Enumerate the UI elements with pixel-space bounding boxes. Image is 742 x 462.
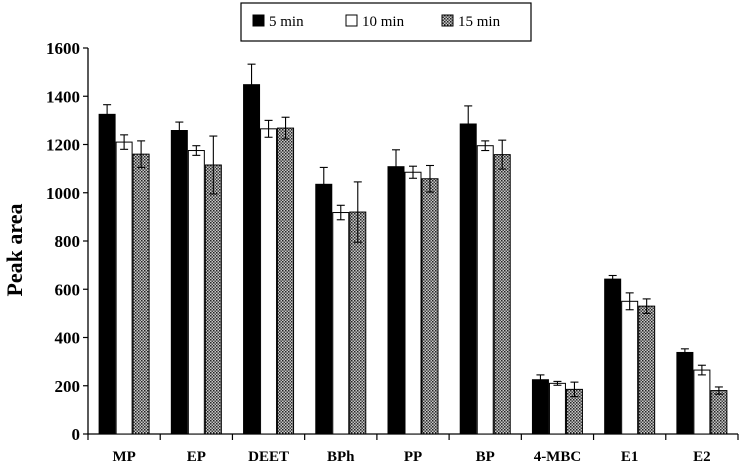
error-bar <box>336 204 345 221</box>
x-tick-label: BP <box>476 449 495 462</box>
bar-BP-10min <box>476 145 494 435</box>
legend-swatch <box>252 14 265 27</box>
bar-EP-15min <box>204 164 222 435</box>
y-tick-label: 1600 <box>46 39 80 58</box>
error-bar <box>426 164 434 193</box>
error-bar <box>625 292 634 311</box>
x-tick-label: EP <box>187 449 206 462</box>
y-tick-label: 0 <box>72 425 81 444</box>
error-bar <box>553 380 562 386</box>
error-bar <box>192 145 201 156</box>
y-tick-label: 800 <box>55 232 81 251</box>
bar-MP-15min <box>132 153 150 435</box>
error-bar <box>353 181 362 243</box>
bar-PP-15min <box>421 178 439 435</box>
bar-DEET-15min <box>277 127 295 435</box>
bar-BP-5min <box>459 123 477 435</box>
bar-PP-5min <box>387 166 405 435</box>
bar-BPh-5min <box>315 183 333 435</box>
bars: MP EP DEET BPh PP BP 4-MBC E1 E2 <box>98 63 728 462</box>
error-bar <box>175 121 184 140</box>
error-bar <box>481 140 490 152</box>
y-tick-label: 1000 <box>46 184 80 203</box>
x-tick-label: PP <box>404 449 422 462</box>
legend-entry: 5 min <box>269 14 304 30</box>
y-tick-label: 1200 <box>46 136 80 155</box>
error-bar <box>536 374 545 386</box>
error-bar <box>697 364 706 376</box>
error-bar <box>281 116 290 140</box>
error-bar <box>120 134 129 150</box>
bar-MP-5min <box>98 113 116 435</box>
bar-E1-5min <box>604 278 622 435</box>
bar-E1-15min <box>638 305 656 435</box>
y-axis-label: Peak area <box>2 203 27 296</box>
bar-BP-15min <box>493 154 511 435</box>
bar-E2-15min <box>710 390 728 435</box>
error-bar <box>464 105 473 143</box>
x-tick-label: DEET <box>248 449 289 462</box>
y-tick-label: 400 <box>55 329 81 348</box>
legend-swatch <box>345 14 358 27</box>
bar-EP-5min <box>170 130 188 435</box>
bar-EP-10min <box>187 150 205 435</box>
legend-box <box>240 2 532 42</box>
x-tick-label: E1 <box>621 449 639 462</box>
bar-BPh-10min <box>332 212 350 435</box>
labels: Peak area <box>2 203 27 296</box>
legend: 5 min 10 min 15 min <box>240 2 532 42</box>
error-bar <box>264 119 273 138</box>
x-tick-label: 4-MBC <box>534 449 582 462</box>
bar-E1-10min <box>621 300 639 435</box>
error-bar <box>680 348 689 357</box>
error-bar <box>103 104 112 125</box>
error-bar <box>319 166 328 202</box>
bar-4-MBC-10min <box>548 382 566 435</box>
bar-E2-5min <box>676 351 694 435</box>
error-bar <box>608 274 617 284</box>
bar-MP-10min <box>115 141 133 435</box>
bar-DEET-10min <box>260 128 278 435</box>
error-bar <box>392 149 400 185</box>
y-tick-label: 1400 <box>46 87 80 106</box>
legend-entry: 15 min <box>458 14 501 30</box>
bar-E2-10min <box>693 369 711 435</box>
error-bar <box>209 135 218 195</box>
y-tick-label: 200 <box>55 377 81 396</box>
error-bar <box>137 140 146 168</box>
error-bar <box>498 139 507 170</box>
legend-swatch <box>441 14 454 27</box>
error-bar <box>714 386 723 395</box>
x-tick-label: MP <box>112 449 135 462</box>
y-tick-label: 600 <box>55 280 81 299</box>
x-tick-label: BPh <box>327 449 355 462</box>
error-bar <box>247 63 256 106</box>
bar-4-MBC-5min <box>531 379 549 435</box>
x-tick-label: E2 <box>693 449 711 462</box>
bar-PP-10min <box>404 171 422 435</box>
error-bar <box>642 298 651 314</box>
legend-entry: 10 min <box>362 14 405 30</box>
bar-BPh-15min <box>349 211 367 435</box>
bar-DEET-5min <box>243 84 261 435</box>
error-bar <box>409 165 417 179</box>
axes: 0 200 400 600 800 1000 1200 1400 1600 <box>46 39 739 444</box>
error-bar <box>570 381 579 398</box>
